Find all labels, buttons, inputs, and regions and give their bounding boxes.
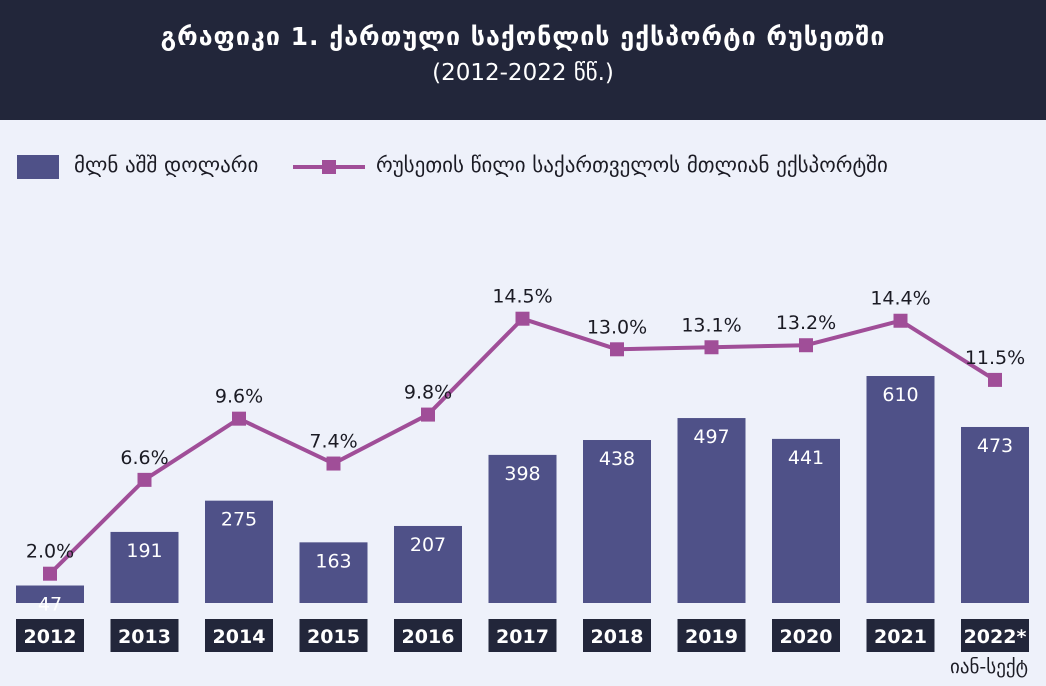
category-box-2016	[394, 619, 462, 652]
category-label-2022*: 2022*	[964, 626, 1027, 648]
share-value-label-2018: 13.0%	[587, 316, 647, 338]
bar-2021	[866, 376, 935, 603]
share-marker-2018	[610, 342, 624, 357]
category-box-2019	[677, 619, 746, 652]
bar-2012	[16, 585, 84, 603]
category-box-2021	[866, 619, 935, 652]
chart-title: გრაფიკი 1. ქართული საქონლის ექსპორტი რუს…	[160, 22, 886, 51]
legend-bar-label: მლნ აშშ დოლარი	[74, 153, 259, 177]
share-marker-2022*	[988, 372, 1002, 387]
category-box-2017	[488, 619, 557, 652]
category-label-2012: 2012	[24, 626, 77, 648]
category-label-2016: 2016	[402, 626, 455, 648]
share-value-label-2015: 7.4%	[309, 431, 357, 453]
category-label-2017: 2017	[496, 626, 549, 648]
category-box-2020	[772, 619, 840, 652]
share-marker-2016	[421, 407, 435, 422]
category-box-2022*	[961, 619, 1029, 652]
bar-2022*	[961, 426, 1029, 603]
share-marker-2019	[704, 340, 719, 355]
share-marker-2020	[799, 338, 813, 353]
bar-2014	[205, 500, 273, 603]
bar-value-label-2014: 275	[221, 509, 257, 531]
bar-2019	[677, 418, 746, 603]
bar-2015	[299, 542, 368, 603]
category-box-2018	[583, 619, 651, 652]
share-value-label-2017: 14.5%	[492, 286, 552, 308]
chart-header: გრაფიკი 1. ქართული საქონლის ექსპორტი რუს…	[0, 0, 1046, 120]
bar-value-label-2016: 207	[410, 534, 446, 556]
share-value-label-2014: 9.6%	[215, 386, 263, 408]
share-value-label-2013: 6.6%	[120, 447, 168, 469]
category-label-2018: 2018	[591, 626, 644, 648]
category-label-2015: 2015	[307, 626, 360, 648]
category-box-2015	[299, 619, 368, 652]
bar-value-label-2017: 398	[504, 463, 540, 485]
share-marker-2015	[326, 456, 341, 471]
share-marker-2012	[43, 566, 57, 581]
legend-line-swatch	[293, 160, 365, 174]
share-marker-2013	[137, 472, 152, 487]
bar-value-label-2021: 610	[882, 384, 918, 406]
share-value-label-2022*: 11.5%	[965, 347, 1025, 369]
category-box-2013	[110, 619, 179, 652]
bar-2017	[488, 454, 557, 603]
share-marker-2014	[232, 411, 246, 426]
bar-value-label-2020: 441	[788, 447, 824, 469]
share-marker-2017	[515, 311, 530, 326]
share-marker-2021	[893, 313, 908, 328]
category-label-2020: 2020	[780, 626, 833, 648]
bar-2013	[110, 531, 179, 603]
share-value-label-2021: 14.4%	[870, 288, 930, 310]
share-value-label-2020: 13.2%	[776, 312, 836, 334]
category-label-2019: 2019	[685, 626, 738, 648]
bar-value-label-2013: 191	[126, 540, 162, 562]
bar-value-label-2018: 438	[599, 448, 635, 470]
category-label-2021: 2021	[874, 626, 927, 648]
category-label-2013: 2013	[118, 626, 171, 648]
legend-line-label: რუსეთის წილი საქართველოს მთლიან ექსპორტშ…	[376, 153, 888, 177]
share-value-label-2012: 2.0%	[26, 541, 74, 563]
category-label-2014: 2014	[213, 626, 266, 648]
bar-value-label-2015: 163	[315, 550, 351, 572]
category-box-2014	[205, 619, 273, 652]
bar-value-label-2022*: 473	[977, 435, 1013, 457]
bar-value-label-2012: 47	[38, 594, 62, 616]
bar-2020	[772, 438, 840, 603]
chart-footnote: იან-სექტ	[950, 656, 1029, 678]
bar-2016	[394, 525, 462, 603]
legend-bar-swatch	[17, 155, 59, 179]
share-value-label-2016: 9.8%	[404, 382, 452, 404]
chart-subtitle: (2012-2022 წწ.)	[432, 60, 614, 86]
bar-value-label-2019: 497	[693, 426, 729, 448]
share-value-label-2019: 13.1%	[681, 314, 741, 336]
category-box-2012	[16, 619, 84, 652]
bar-2018	[583, 440, 651, 603]
